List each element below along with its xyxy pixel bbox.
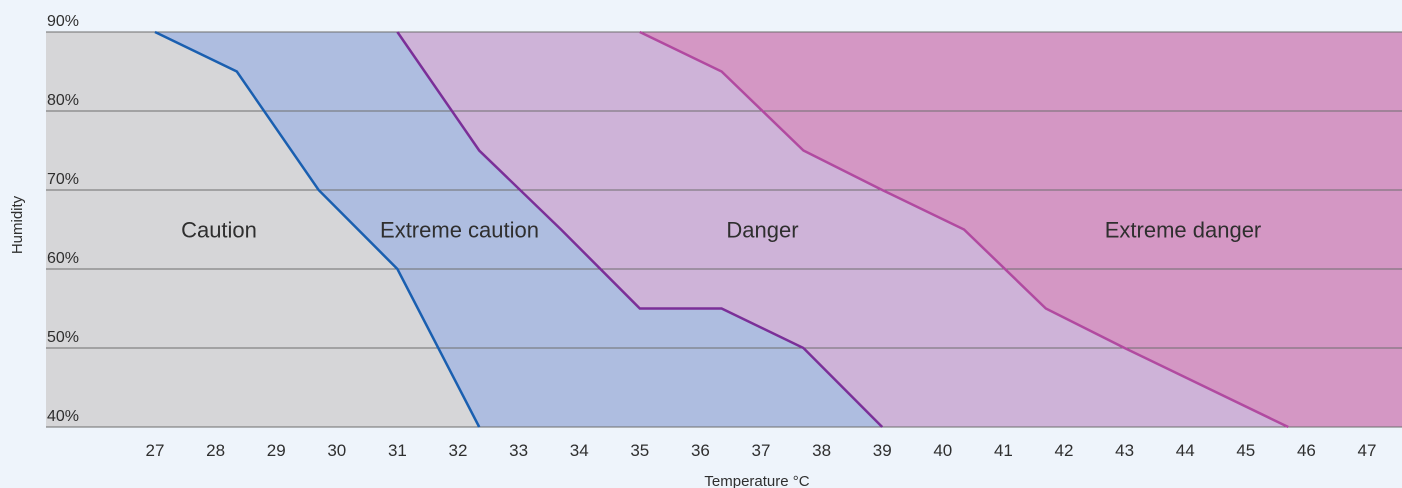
boundary-line xyxy=(396,31,884,428)
y-tick-label: 60% xyxy=(47,250,79,267)
x-tick-label: 32 xyxy=(449,441,468,460)
y-tick-label: 40% xyxy=(47,408,79,425)
y-tick-label: 90% xyxy=(47,13,79,30)
x-tick-label: 38 xyxy=(812,441,831,460)
zone-label: Extreme danger xyxy=(1105,218,1262,243)
x-tick-label: 45 xyxy=(1236,441,1255,460)
boundary-line xyxy=(154,30,481,428)
y-tick-label: 70% xyxy=(47,171,79,188)
x-tick-label: 28 xyxy=(206,441,225,460)
zone-danger xyxy=(397,32,1289,427)
labels-layer: Caution Extreme caution Danger Extreme dang… xyxy=(181,218,1261,243)
x-tick-label: 34 xyxy=(570,441,589,460)
zone-label: Caution xyxy=(181,218,257,243)
x-tick-label: 36 xyxy=(691,441,710,460)
x-tick-label: 43 xyxy=(1115,441,1134,460)
zone-extreme-danger xyxy=(639,32,1402,427)
zone-label: Extreme caution xyxy=(380,218,539,243)
boundary-layer xyxy=(154,30,1289,429)
x-tick-label: 41 xyxy=(994,441,1013,460)
x-tick-label: 37 xyxy=(752,441,771,460)
x-tick-label: 30 xyxy=(327,441,346,460)
ticks-layer: 40% 50% 60% 70% 80% 90% 27 28 29 30 31 32 33 34 35 36 37… xyxy=(47,13,1376,460)
x-tick-label: 35 xyxy=(630,441,649,460)
grid-layer xyxy=(46,31,1402,428)
x-tick-label: 40 xyxy=(933,441,952,460)
zone-caution xyxy=(46,32,480,427)
x-tick-label: 33 xyxy=(509,441,528,460)
y-tick-label: 80% xyxy=(47,92,79,109)
x-tick-label: 27 xyxy=(146,441,165,460)
zone-label: Danger xyxy=(726,218,798,243)
boundary-line xyxy=(639,30,1289,429)
x-tick-label: 44 xyxy=(1176,441,1195,460)
x-tick-label: 46 xyxy=(1297,441,1316,460)
y-tick-label: 50% xyxy=(47,329,79,346)
x-tick-label: 42 xyxy=(1055,441,1074,460)
zone-extreme-caution xyxy=(155,32,883,427)
x-axis-title: Temperature °C xyxy=(704,473,809,488)
y-axis-title: Humidity xyxy=(9,195,26,254)
x-tick-label: 29 xyxy=(267,441,286,460)
zones-layer xyxy=(46,32,1402,427)
x-tick-label: 39 xyxy=(873,441,892,460)
x-tick-label: 31 xyxy=(388,441,407,460)
x-tick-label: 47 xyxy=(1358,441,1377,460)
